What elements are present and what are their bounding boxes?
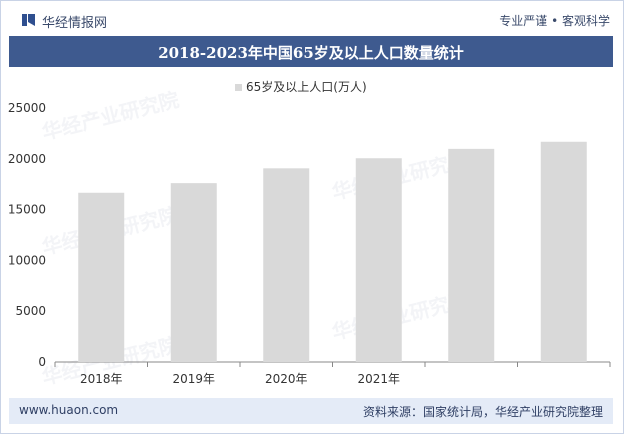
bar (170, 183, 217, 362)
top-bar: 华经情报网 专业严谨 • 客观科学 (0, 0, 626, 36)
y-tick-label: 10000 (8, 253, 46, 267)
x-tick-label: 2019年 (172, 372, 215, 386)
bar (263, 168, 310, 362)
slogan: 专业严谨 • 客观科学 (499, 14, 610, 28)
logo-icon (22, 14, 35, 26)
chart-title: 2018-2023年中国65岁及以上人口数量统计 (158, 44, 464, 62)
bar (448, 148, 495, 362)
bar (540, 141, 587, 362)
y-tick-label: 20000 (8, 152, 46, 166)
logo-text: 华经情报网 (42, 16, 108, 31)
title-bar: 2018-2023年中国65岁及以上人口数量统计 (9, 36, 613, 67)
footer-bar: www.huaon.com 资料来源：国家统计局，华经产业研究院整理 (9, 398, 613, 424)
x-tick-label: 2020年 (265, 372, 308, 386)
y-tick-label: 5000 (15, 304, 46, 318)
bar (355, 158, 402, 362)
website-link[interactable]: www.huaon.com (19, 403, 119, 417)
bar (78, 192, 125, 362)
x-tick-label: 2018年 (80, 372, 123, 386)
y-tick-label: 15000 (8, 203, 46, 217)
y-tick-label: 0 (38, 355, 46, 369)
legend-label: 65岁及以上人口(万人) (246, 80, 367, 94)
y-tick-label: 25000 (8, 101, 46, 115)
legend-swatch (235, 84, 242, 91)
chart-legend: 65岁及以上人口(万人) (235, 78, 367, 95)
source-note: 资料来源：国家统计局，华经产业研究院整理 (362, 405, 603, 419)
x-tick-label: 2021年 (357, 372, 400, 386)
